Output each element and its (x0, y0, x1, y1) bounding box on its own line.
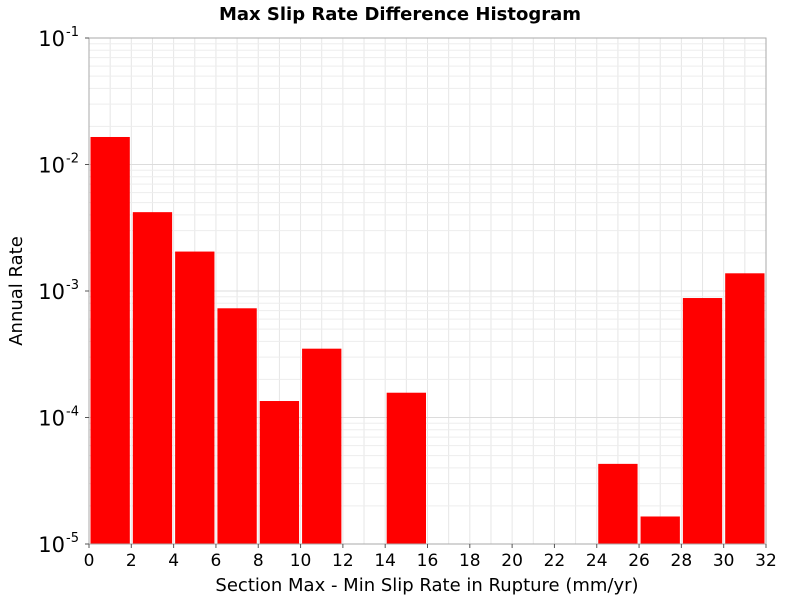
histogram-bar (598, 463, 638, 544)
x-tick-label: 18 (459, 551, 481, 571)
y-tick-exponent: -5 (66, 531, 79, 546)
x-axis-label: Section Max - Min Slip Rate in Rupture (… (215, 575, 638, 596)
histogram-bar (302, 348, 342, 544)
x-tick-label: 26 (628, 551, 650, 571)
y-tick-label: 10 (38, 280, 65, 304)
x-axis-ticks: 0 2 4 6 8 10 12 14 16 18 20 22 24 26 28 30 32 (84, 544, 777, 571)
bars (90, 136, 765, 544)
histogram-bar (640, 516, 680, 544)
y-tick-exponent: -3 (66, 278, 79, 293)
y-tick-label: 10 (38, 407, 65, 431)
histogram-bar (132, 212, 173, 544)
histogram-bar (175, 251, 215, 544)
x-tick-label: 12 (332, 551, 354, 571)
chart-title: Max Slip Rate Difference Histogram (219, 4, 581, 25)
histogram-bar (386, 392, 426, 544)
y-tick-label: 10 (38, 154, 65, 178)
y-tick-label: 10 (38, 533, 65, 557)
x-tick-label: 30 (713, 551, 735, 571)
x-tick-label: 20 (501, 551, 523, 571)
y-tick-exponent: -2 (66, 152, 79, 167)
x-tick-label: 24 (586, 551, 608, 571)
y-axis-label: Annual Rate (6, 236, 27, 346)
histogram-bar (682, 298, 723, 544)
x-tick-label: 0 (84, 551, 95, 571)
grid (88, 38, 767, 545)
x-tick-label: 2 (126, 551, 137, 571)
x-tick-label: 16 (417, 551, 439, 571)
x-tick-label: 22 (544, 551, 566, 571)
x-tick-label: 8 (253, 551, 264, 571)
histogram-bar (259, 401, 300, 544)
histogram-bar (90, 136, 130, 544)
x-tick-label: 14 (374, 551, 396, 571)
histogram-bar (217, 308, 257, 544)
histogram-bar (725, 273, 765, 544)
y-axis-ticks: 10-510-410-310-210-1 (38, 25, 89, 557)
x-tick-label: 4 (168, 551, 179, 571)
x-tick-label: 6 (211, 551, 222, 571)
y-tick-exponent: -4 (66, 405, 79, 420)
x-tick-label: 32 (755, 551, 777, 571)
y-tick-exponent: -1 (66, 25, 79, 40)
y-tick-label: 10 (38, 27, 65, 51)
x-tick-label: 10 (290, 551, 312, 571)
x-tick-label: 28 (671, 551, 693, 571)
